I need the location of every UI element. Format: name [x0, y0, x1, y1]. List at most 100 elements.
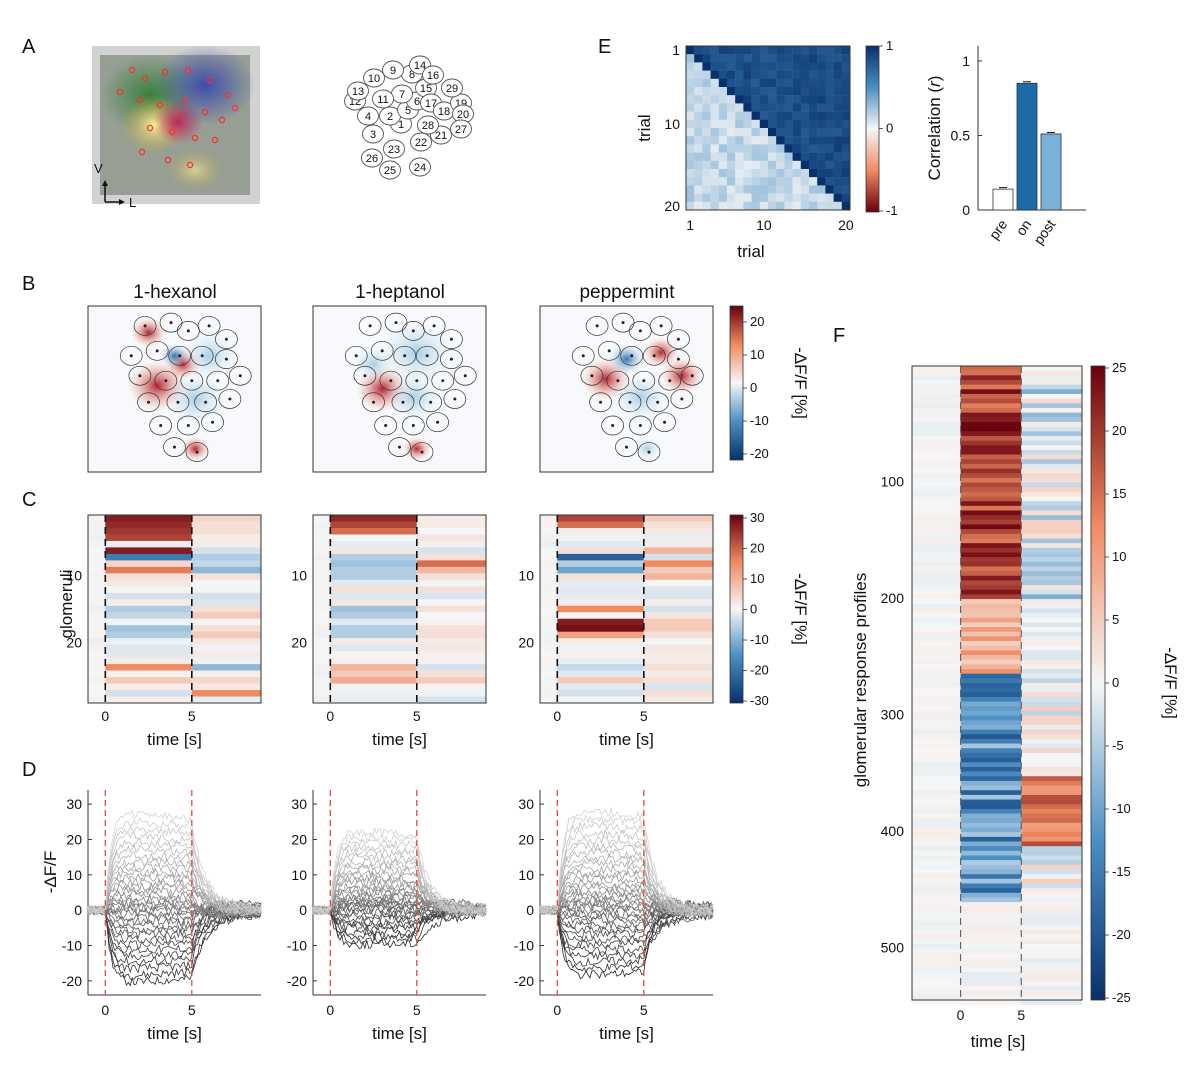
y-tick: 10 — [518, 567, 534, 583]
heatmap-cell — [191, 521, 261, 529]
heatmap-cell — [191, 515, 261, 522]
y-tick: 10 — [66, 867, 82, 883]
heatmap-cell — [416, 521, 486, 529]
matrix-cell — [776, 160, 785, 170]
matrix-cell — [792, 62, 801, 71]
matrix-cell — [710, 87, 719, 96]
heatmap-band — [912, 389, 961, 395]
heatmap-band — [960, 487, 1022, 493]
heatmap-band — [912, 366, 961, 371]
x-axis-label: time [s] — [372, 1024, 427, 1043]
heatmap-cell — [313, 515, 331, 522]
roi-marker — [231, 104, 239, 112]
matrix-cell — [800, 201, 810, 211]
matrix-cell — [727, 169, 736, 178]
heatmap-band — [1021, 906, 1082, 912]
glomeruli-heatmap: 0 5 10 20 time [s] — [66, 514, 262, 749]
y-tick: 500 — [881, 940, 905, 956]
x-tick: 5 — [413, 1002, 421, 1018]
heatmap-cell — [557, 579, 644, 587]
heatmap-band — [912, 594, 961, 600]
matrix-cell — [759, 160, 769, 170]
glomerulus-center — [663, 420, 667, 424]
heatmap-cell — [191, 696, 261, 704]
matrix-cell — [768, 62, 777, 71]
heatmap-band — [960, 519, 1022, 525]
heatmap-band — [912, 384, 961, 390]
matrix-cell — [825, 62, 834, 71]
panel-f-ylabel: glomerular response profiles — [851, 573, 870, 788]
heatmap-band — [1021, 463, 1082, 469]
glomerulus-outline: 29 — [441, 78, 463, 98]
glomerulus-center — [630, 354, 634, 358]
heatmap-cell — [88, 547, 106, 555]
heatmap-band — [912, 491, 961, 497]
matrix-cell — [825, 119, 834, 129]
colorbar-tick: 10 — [750, 571, 764, 586]
matrix-cell — [841, 152, 851, 161]
heatmap-band — [1021, 902, 1082, 908]
matrix-cell — [809, 177, 818, 186]
heatmap-band — [912, 519, 961, 525]
y-tick: 30 — [518, 796, 534, 812]
odor-title: 1-heptanol — [355, 282, 445, 303]
heatmap-band — [912, 738, 961, 744]
matrix-cell — [776, 119, 785, 129]
matrix-cell — [751, 62, 760, 71]
glomerulus-center — [143, 324, 147, 328]
heatmap-band — [960, 580, 1022, 586]
heatmap-band — [912, 473, 961, 479]
response-trace — [87, 857, 262, 915]
heatmap-band — [960, 571, 1022, 577]
y-tick: 10 — [291, 567, 307, 583]
matrix-cell — [694, 185, 703, 194]
heatmap-band — [1021, 846, 1082, 852]
heatmap-band — [960, 762, 1022, 768]
colorbar-tick: 0 — [750, 380, 757, 395]
odor-title: peppermint — [579, 282, 675, 303]
matrix-cell — [759, 87, 769, 96]
matrix-cell — [710, 62, 719, 71]
heatmap-band — [960, 645, 1022, 651]
axis-orientation: V L — [94, 161, 136, 210]
matrix-cell — [702, 78, 711, 88]
heatmap-band — [960, 962, 1022, 968]
matrix-cell — [776, 185, 785, 194]
matrix-cell — [702, 201, 711, 211]
heatmap-cell — [105, 521, 192, 529]
heatmap-cell — [313, 521, 331, 529]
matrix-cell — [825, 144, 834, 153]
roi-marker — [191, 134, 199, 142]
heatmap-band — [912, 1000, 961, 1005]
heatmap-band — [960, 533, 1022, 539]
heatmap-band — [960, 720, 1022, 726]
heatmap-band — [912, 776, 961, 782]
heatmap-band — [1021, 664, 1082, 670]
heatmap-cell — [643, 670, 713, 678]
heatmap-band — [912, 613, 961, 619]
matrix-cell — [751, 119, 760, 129]
heatmap-cell — [105, 553, 192, 561]
matrix-cell — [735, 169, 744, 178]
y-tick: 20 — [291, 635, 307, 651]
matrix-cell — [841, 103, 851, 112]
heatmap-cell — [643, 521, 713, 529]
heatmap-cell — [313, 547, 331, 555]
matrix-cell — [727, 95, 736, 104]
heatmap-cell — [557, 696, 644, 704]
glomerulus-outline — [440, 329, 463, 350]
heatmap-cell — [416, 547, 486, 555]
glomerulus-id: 25 — [384, 165, 396, 177]
matrix-cell — [735, 70, 744, 79]
heatmap-band — [960, 976, 1022, 982]
heatmap-band — [960, 505, 1022, 511]
heatmap-cell — [416, 540, 486, 548]
panel-f-colorbar: 25 20 15 10 5 0 -5 -10 -15 -20 -25 -ΔF/F [%] — [1090, 360, 1180, 1005]
matrix-cell — [817, 144, 826, 153]
heatmap-band — [960, 953, 1022, 959]
glomerulus-outline — [601, 415, 625, 436]
heatmap-band — [1021, 650, 1082, 656]
panel-f-heatmap: 0 5 100 200 300 400 500 — [881, 365, 1083, 1023]
glomerulus-id: 16 — [427, 70, 439, 82]
